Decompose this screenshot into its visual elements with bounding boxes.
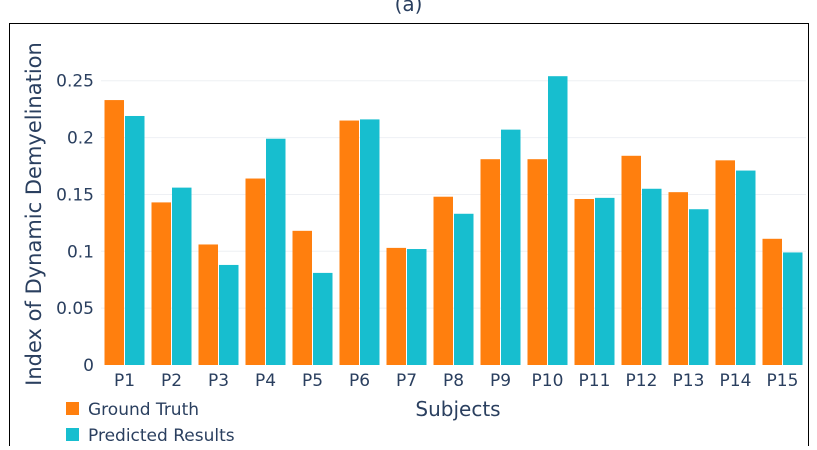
bar-predicted-p10 [548, 76, 568, 365]
gridlines [101, 80, 806, 309]
legend-swatch-predicted-results [66, 428, 79, 441]
y-axis-ticks: 0 0.05 0.1 0.15 0.2 0.25 [56, 72, 94, 376]
x-tick-label-p5: P5 [302, 371, 323, 391]
legend-item-predicted-results: Predicted Results [66, 426, 235, 446]
x-tick-label-p12: P12 [626, 371, 658, 391]
bar-predicted-p11 [595, 197, 615, 365]
x-tick-label-p6: P6 [349, 371, 370, 391]
x-tick-label-p11: P11 [579, 371, 611, 391]
x-axis-label: Subjects [415, 397, 500, 421]
x-tick-label-p1: P1 [114, 371, 135, 391]
x-axis-ticks: P1 P2 P3 P4 P5 P6 P7 P8 P9 P10 P11 P12 P13 P14 P15 [114, 371, 798, 391]
bar-ground-truth-p8 [433, 196, 453, 365]
x-tick-label-p14: P14 [720, 371, 752, 391]
bar-ground-truth-p12 [621, 155, 641, 365]
x-tick-label-p13: P13 [673, 371, 705, 391]
bar-ground-truth-p4 [245, 178, 265, 365]
bar-ground-truth-p2 [151, 202, 171, 365]
bars [104, 76, 803, 366]
bar-predicted-p7 [407, 249, 427, 365]
bar-predicted-p8 [454, 213, 474, 365]
bar-ground-truth-p6 [339, 120, 359, 365]
bar-predicted-p13 [689, 209, 709, 365]
legend-item-ground-truth: Ground Truth [66, 400, 199, 420]
bar-ground-truth-p3 [198, 244, 218, 365]
x-tick-label-p10: P10 [532, 371, 564, 391]
legend: Ground Truth Predicted Results [66, 400, 235, 446]
x-tick-label-p9: P9 [490, 371, 511, 391]
x-tick-label-p15: P15 [767, 371, 799, 391]
bar-predicted-p3 [219, 264, 239, 365]
bar-ground-truth-p15 [762, 238, 782, 365]
bar-ground-truth-p14 [715, 160, 735, 365]
y-tick-label: 0.05 [56, 299, 94, 319]
chart-title: (a) [394, 0, 423, 16]
bar-ground-truth-p9 [480, 159, 500, 365]
bar-ground-truth-p5 [292, 230, 312, 365]
y-tick-label: 0.2 [67, 129, 94, 149]
legend-label-ground-truth: Ground Truth [88, 400, 199, 420]
x-tick-label-p2: P2 [161, 371, 182, 391]
bar-predicted-p6 [360, 119, 380, 366]
bar-predicted-p1 [125, 115, 145, 365]
bar-predicted-p15 [783, 252, 803, 365]
bar-predicted-p4 [266, 138, 286, 365]
legend-label-predicted-results: Predicted Results [88, 426, 235, 446]
bar-ground-truth-p11 [574, 198, 594, 365]
bar-predicted-p2 [172, 187, 192, 365]
y-tick-label: 0.15 [56, 185, 94, 205]
legend-swatch-ground-truth [66, 402, 79, 415]
bar-ground-truth-p13 [668, 192, 688, 365]
y-tick-label: 0.1 [67, 242, 94, 262]
x-tick-label-p4: P4 [255, 371, 276, 391]
x-tick-label-p7: P7 [396, 371, 417, 391]
bar-ground-truth-p10 [527, 159, 547, 365]
x-tick-label-p8: P8 [443, 371, 464, 391]
bar-predicted-p9 [501, 129, 521, 365]
bar-ground-truth-p1 [104, 100, 124, 365]
bar-ground-truth-p7 [386, 247, 406, 365]
y-axis-label: Index of Dynamic Demyelination [22, 42, 46, 386]
y-tick-label: 0.25 [56, 72, 94, 92]
bar-predicted-p14 [736, 170, 756, 365]
bar-predicted-p12 [642, 188, 662, 365]
x-tick-label-p3: P3 [208, 371, 229, 391]
y-tick-label: 0 [83, 356, 94, 376]
bar-predicted-p5 [313, 272, 333, 365]
